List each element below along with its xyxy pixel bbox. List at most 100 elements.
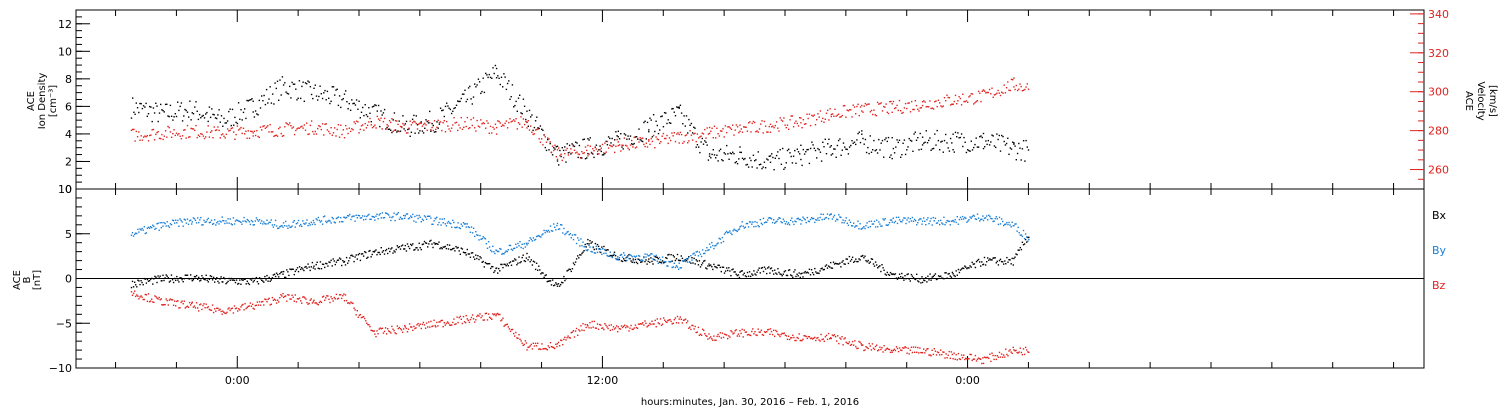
ion-density-point: [487, 76, 489, 79]
bx-point: [934, 273, 937, 275]
by-point: [497, 250, 499, 253]
velocity-point: [304, 129, 307, 131]
by-point: [767, 219, 769, 221]
ion-density-point: [769, 155, 772, 157]
ion-density-point: [450, 112, 453, 115]
bz-point: [626, 325, 628, 327]
ion-density-point: [564, 146, 566, 148]
bx-point: [172, 281, 175, 284]
by-point: [404, 215, 406, 217]
bz-point: [653, 323, 655, 325]
bz-point: [778, 334, 780, 336]
ion-density-point: [421, 130, 424, 132]
bx-point: [984, 264, 987, 266]
ion-density-point: [892, 147, 895, 150]
bz-point: [198, 310, 200, 312]
bz-point: [890, 349, 893, 352]
velocity-point: [317, 127, 319, 130]
by-point: [971, 216, 973, 218]
ion-density-point: [960, 133, 963, 135]
bx-point: [331, 265, 333, 267]
ion-density-point: [223, 117, 225, 120]
by-point: [435, 218, 437, 220]
ion-density-point: [1002, 135, 1004, 138]
by-point: [308, 222, 310, 225]
by-point: [762, 217, 765, 220]
by-point: [371, 215, 373, 218]
bx-point: [764, 268, 767, 270]
bz-point: [942, 351, 944, 353]
bx-point: [324, 266, 326, 269]
ion-density-point: [446, 102, 448, 104]
ion-density-point: [800, 158, 802, 161]
bz-point: [607, 327, 609, 330]
bx-point: [447, 248, 450, 250]
by-point: [581, 245, 583, 247]
bx-point: [651, 260, 653, 263]
velocity-point: [579, 157, 582, 159]
bz-point: [723, 333, 726, 335]
bx-point: [684, 259, 687, 261]
velocity-point: [805, 123, 807, 125]
bx-point: [886, 271, 888, 274]
velocity-point: [704, 128, 706, 131]
ion-density-point: [178, 109, 180, 112]
bx-point: [620, 260, 623, 262]
bx-point: [383, 253, 386, 255]
by-point: [808, 220, 811, 223]
ion-density-point: [704, 140, 706, 142]
by-point: [266, 219, 268, 221]
ion-density-point: [130, 117, 133, 119]
bz-point: [884, 349, 886, 351]
bx-point: [278, 276, 280, 278]
velocity-point: [152, 128, 155, 131]
ion-density-point: [842, 142, 845, 144]
bx-point: [806, 271, 808, 273]
bz-point: [267, 298, 269, 301]
velocity-point: [1014, 88, 1016, 91]
by-point: [766, 221, 768, 223]
velocity-point: [246, 137, 248, 139]
by-point: [830, 213, 832, 215]
bx-point: [454, 250, 456, 252]
ion-density-point: [987, 139, 989, 142]
ion-density-point: [220, 115, 223, 117]
ion-density-point: [829, 146, 831, 148]
bx-point: [945, 272, 947, 274]
ion-density-point: [426, 120, 428, 123]
by-point: [548, 231, 551, 233]
velocity-point: [516, 128, 518, 130]
bz-point: [865, 346, 867, 348]
bx-point: [676, 253, 679, 256]
ion-density-point: [741, 157, 744, 159]
bx-point: [251, 277, 254, 280]
velocity-point: [521, 126, 523, 128]
bz-point: [869, 345, 871, 347]
velocity-point: [1025, 86, 1027, 88]
bx-point: [998, 259, 1001, 262]
bz-point: [221, 313, 223, 315]
velocity-point: [1026, 83, 1028, 85]
ion-density-point: [642, 140, 644, 143]
by-point: [562, 232, 564, 234]
bz-point: [387, 328, 389, 330]
bz-point: [1015, 349, 1017, 352]
bz-point: [669, 318, 671, 321]
bx-point: [939, 275, 941, 278]
velocity-point: [170, 136, 173, 138]
velocity-point: [274, 134, 276, 137]
bz-point: [786, 338, 789, 340]
by-point: [207, 217, 209, 220]
bx-point: [880, 270, 882, 273]
by-point: [1020, 234, 1023, 236]
by-point: [609, 251, 611, 253]
velocity-point: [396, 120, 398, 122]
bx-point: [243, 278, 245, 280]
by-point: [171, 219, 174, 221]
ion-density-point: [184, 108, 186, 111]
by-point: [795, 221, 797, 223]
bx-point: [931, 276, 933, 278]
bx-point: [315, 263, 317, 266]
by-point: [529, 237, 531, 239]
ion-density-point: [371, 106, 374, 108]
